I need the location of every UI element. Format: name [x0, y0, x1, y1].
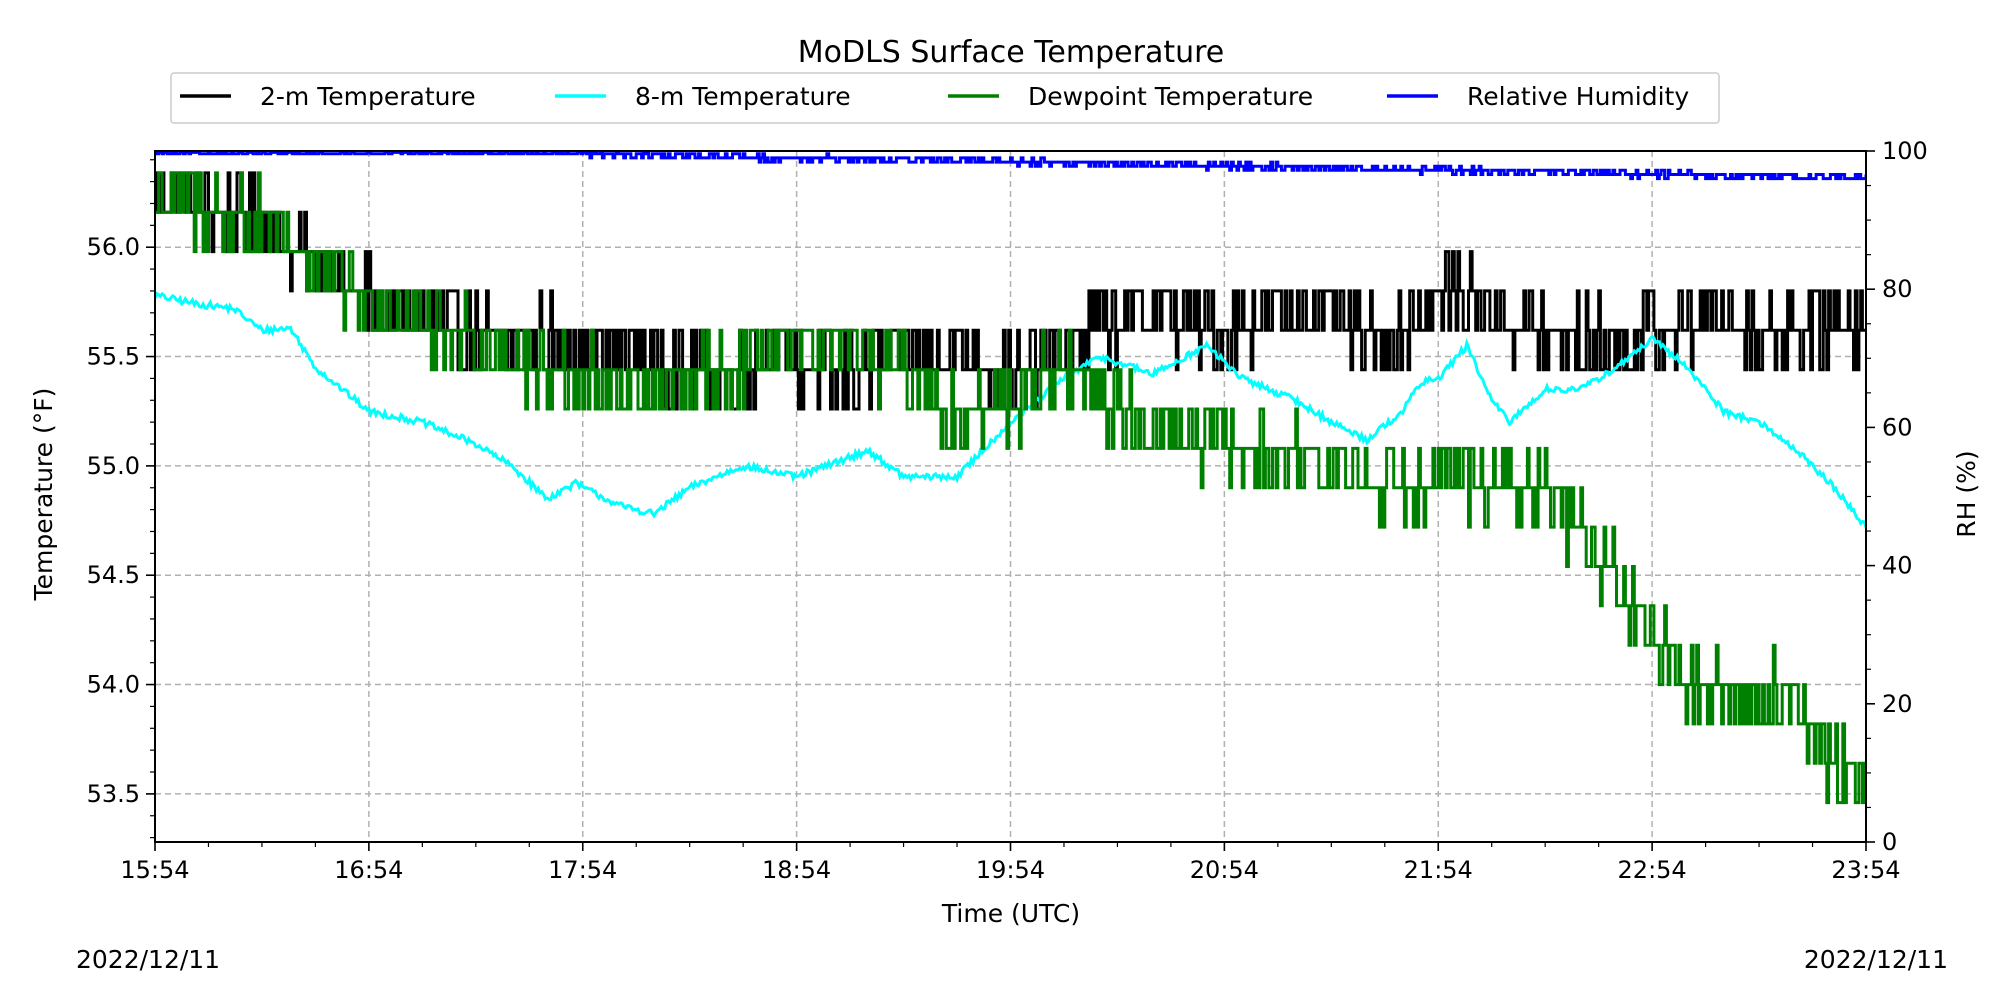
legend-box	[170, 72, 1720, 124]
y-tick-label: 55.5	[87, 343, 140, 371]
x-tick-label: 15:54	[120, 856, 189, 884]
8-m-temperature-series	[155, 291, 1866, 529]
y2-tick-label: 60	[1882, 413, 1913, 441]
y2-tick-label: 100	[1882, 137, 1928, 165]
legend: 2-m Temperature 8-m Temperature Dewpoint T…	[170, 72, 1720, 124]
y-axis-title: Temperature (°F)	[29, 388, 58, 602]
y-tick-label: 54.5	[87, 561, 140, 589]
x-tick-label: 20:54	[1190, 856, 1259, 884]
x-tick-label: 19:54	[976, 856, 1045, 884]
x-tick-label: 23:54	[1831, 856, 1900, 884]
chart-title: MoDLS Surface Temperature	[798, 35, 1225, 70]
dewpoint-temperature-series	[155, 171, 1866, 805]
x-tick-label: 21:54	[1404, 856, 1473, 884]
x-axis-title: Time (UTC)	[941, 899, 1080, 928]
legend-label: 2-m Temperature	[260, 82, 476, 111]
x-tick-label: 22:54	[1618, 856, 1687, 884]
x-tick-label: 17:54	[548, 856, 617, 884]
x-tick-label: 18:54	[762, 856, 831, 884]
y-tick-label: 55.0	[87, 452, 140, 480]
grid	[155, 151, 1866, 842]
y2-tick-label: 80	[1882, 275, 1913, 303]
end-date: 2022/12/11	[1804, 945, 1948, 974]
x-tick-label: 16:54	[334, 856, 403, 884]
y-tick-label: 54.0	[87, 671, 140, 699]
y-tick-label: 56.0	[87, 233, 140, 261]
legend-label: 8-m Temperature	[635, 82, 851, 111]
series-layer	[155, 150, 1866, 805]
relative-humidity-series	[155, 150, 1866, 181]
y-tick-label: 53.5	[87, 780, 140, 808]
y2-tick-label: 20	[1882, 690, 1913, 718]
start-date: 2022/12/11	[76, 945, 220, 974]
legend-label: Relative Humidity	[1467, 82, 1689, 111]
y2-tick-label: 40	[1882, 552, 1913, 580]
ticks-layer: 15:54 16:54 17:54 18:54 19:54 20:54 21:54 22:54…	[87, 137, 1928, 884]
legend-label: Dewpoint Temperature	[1028, 82, 1313, 111]
y2-axis-title: RH (%)	[1952, 450, 1981, 537]
y2-tick-label: 0	[1882, 828, 1897, 856]
